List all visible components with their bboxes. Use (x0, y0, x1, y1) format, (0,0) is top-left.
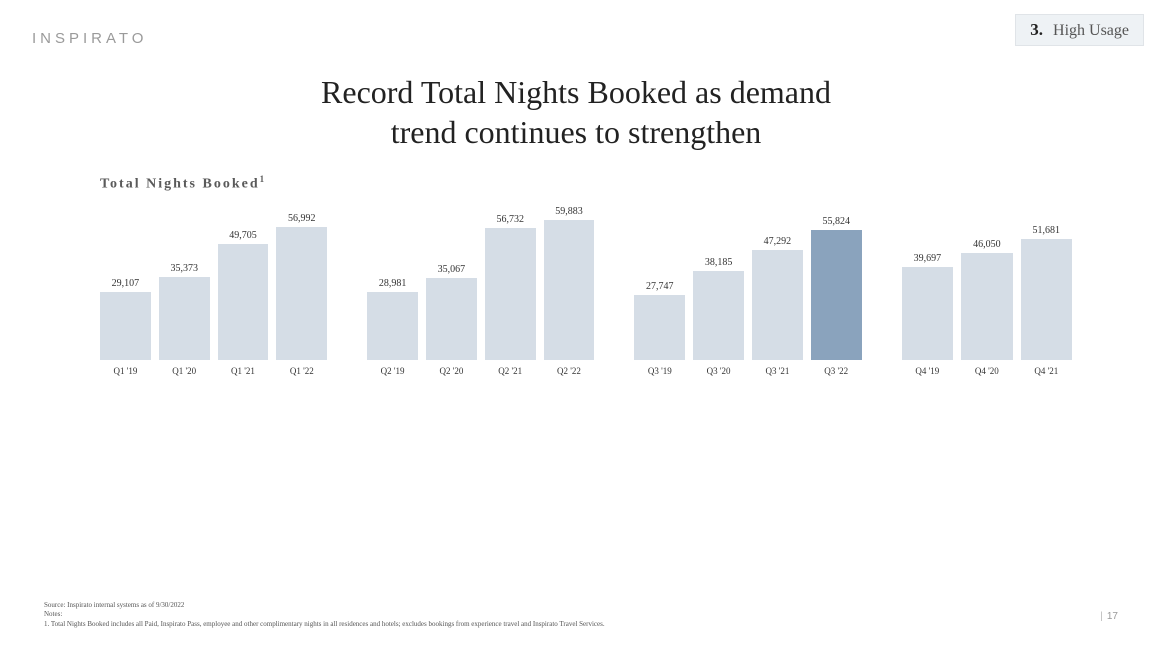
tag-number: 3. (1030, 20, 1043, 40)
bar (159, 277, 210, 360)
chart-title-sup: 1 (260, 174, 267, 184)
bar-label: Q2 '20 (439, 366, 463, 376)
bar-wrap: 56,992Q1 '22 (276, 200, 327, 360)
bar-value: 35,067 (438, 264, 466, 275)
bar (811, 230, 862, 360)
bar-label: Q3 '21 (765, 366, 789, 376)
title-line2: trend continues to strengthen (391, 114, 762, 150)
bar-value: 38,185 (705, 257, 733, 268)
bar-value: 59,883 (555, 206, 583, 217)
page-number-sep: | (1100, 611, 1103, 622)
bar-value: 28,981 (379, 278, 407, 289)
bar-value: 47,292 (764, 236, 792, 247)
bar-label: Q1 '20 (172, 366, 196, 376)
bar-wrap: 35,373Q1 '20 (159, 200, 210, 360)
bar-label: Q3 '22 (824, 366, 848, 376)
bar-wrap: 51,681Q4 '21 (1021, 200, 1072, 360)
bar-value: 56,732 (496, 214, 524, 225)
tag-label: High Usage (1053, 22, 1129, 40)
bar-wrap: 49,705Q1 '21 (218, 200, 269, 360)
bar-group: 29,107Q1 '1935,373Q1 '2049,705Q1 '2156,9… (100, 200, 327, 360)
footer-note1: 1. Total Nights Booked includes all Paid… (44, 620, 1108, 630)
bar (902, 267, 953, 360)
bar-group: 39,697Q4 '1946,050Q4 '2051,681Q4 '21 (902, 200, 1072, 360)
bar-wrap: 39,697Q4 '19 (902, 200, 953, 360)
bar-value: 49,705 (229, 230, 257, 241)
bar-value: 27,747 (646, 281, 674, 292)
bar (544, 220, 595, 360)
bar-label: Q3 '20 (707, 366, 731, 376)
bar-wrap: 29,107Q1 '19 (100, 200, 151, 360)
bar-label: Q1 '19 (113, 366, 137, 376)
bar-label: Q4 '20 (975, 366, 999, 376)
bar-wrap: 35,067Q2 '20 (426, 200, 477, 360)
bar (100, 292, 151, 360)
bar-label: Q2 '21 (498, 366, 522, 376)
bar (693, 271, 744, 360)
footer-notes-label: Notes: (44, 610, 1108, 620)
bar-wrap: 59,883Q2 '22 (544, 200, 595, 360)
bar-wrap: 56,732Q2 '21 (485, 200, 536, 360)
bar-label: Q1 '22 (290, 366, 314, 376)
title-line1: Record Total Nights Booked as demand (321, 74, 831, 110)
bar-value: 51,681 (1033, 225, 1061, 236)
bar (634, 295, 685, 360)
bar-value: 46,050 (973, 239, 1001, 250)
bar (367, 292, 418, 360)
page-number-value: 17 (1107, 611, 1118, 622)
logo: INSPIRATO (32, 30, 147, 47)
bar-label: Q4 '21 (1034, 366, 1058, 376)
bar (276, 227, 327, 360)
bar-chart: 29,107Q1 '1935,373Q1 '2049,705Q1 '2156,9… (100, 200, 1072, 360)
bar-wrap: 38,185Q3 '20 (693, 200, 744, 360)
chart-title-text: Total Nights Booked (100, 177, 260, 192)
bar-wrap: 27,747Q3 '19 (634, 200, 685, 360)
bar (961, 253, 1012, 360)
bar-wrap: 55,824Q3 '22 (811, 200, 862, 360)
bar (426, 278, 477, 360)
bar (218, 244, 269, 360)
bar-group: 28,981Q2 '1935,067Q2 '2056,732Q2 '2159,8… (367, 200, 594, 360)
bar-value: 39,697 (914, 253, 942, 264)
bar-wrap: 47,292Q3 '21 (752, 200, 803, 360)
bar-label: Q2 '19 (381, 366, 405, 376)
page-title: Record Total Nights Booked as demand tre… (0, 72, 1152, 152)
bar-wrap: 46,050Q4 '20 (961, 200, 1012, 360)
footer-notes: Source: Inspirato internal systems as of… (44, 601, 1108, 630)
bar (752, 250, 803, 360)
bar (485, 228, 536, 360)
bar-label: Q1 '21 (231, 366, 255, 376)
chart-title: Total Nights Booked1 (100, 174, 266, 193)
bar-value: 29,107 (112, 278, 140, 289)
bar (1021, 239, 1072, 360)
bar-group: 27,747Q3 '1938,185Q3 '2047,292Q3 '2155,8… (634, 200, 861, 360)
page-number: | 17 (1100, 611, 1118, 622)
bar-label: Q3 '19 (648, 366, 672, 376)
footer-source: Source: Inspirato internal systems as of… (44, 601, 1108, 611)
bar-value: 35,373 (170, 263, 198, 274)
bar-wrap: 28,981Q2 '19 (367, 200, 418, 360)
bar-label: Q2 '22 (557, 366, 581, 376)
bar-value: 55,824 (822, 216, 850, 227)
section-tag: 3. High Usage (1015, 14, 1144, 46)
bar-value: 56,992 (288, 213, 316, 224)
bar-label: Q4 '19 (915, 366, 939, 376)
